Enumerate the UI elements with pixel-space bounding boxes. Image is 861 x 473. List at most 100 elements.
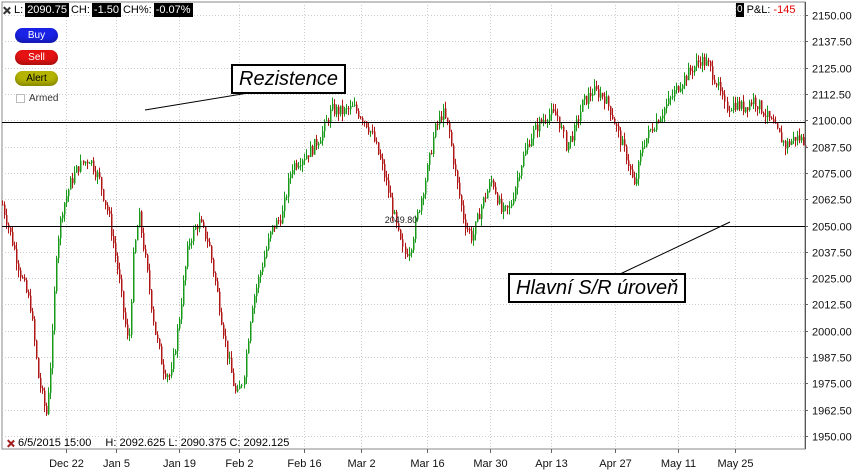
candle-body: [392, 197, 394, 215]
candle-body: [527, 144, 529, 150]
candle-body: [171, 369, 173, 376]
candle-body: [781, 132, 783, 143]
candle-body: [531, 138, 533, 147]
candle-body: [545, 120, 547, 122]
candle-body: [789, 141, 791, 145]
armed-checkbox[interactable]: [16, 94, 25, 103]
change-pct-label: CH%:: [122, 4, 152, 16]
candle-body: [533, 129, 535, 139]
candle-body: [445, 108, 447, 118]
candle-body: [501, 198, 503, 212]
candle-body: [183, 280, 185, 305]
candle-body: [346, 108, 348, 110]
candle-body: [757, 106, 759, 110]
candle-body: [109, 210, 111, 214]
candle-body: [217, 281, 219, 292]
candle-body: [181, 304, 183, 320]
candle-body: [743, 101, 745, 112]
candle-body: [308, 155, 310, 158]
close-icon[interactable]: [2, 6, 11, 15]
candle-body: [6, 215, 8, 225]
candle-body: [779, 128, 781, 133]
candle-body: [72, 178, 74, 184]
buy-button[interactable]: Buy: [15, 28, 58, 43]
candle-body: [268, 238, 270, 250]
x-tick-label: Feb 2: [225, 458, 253, 470]
candle-body: [366, 121, 368, 128]
candle-body: [612, 115, 614, 119]
candle-body: [266, 249, 268, 257]
candle-body: [761, 100, 763, 113]
candle-body: [566, 131, 568, 151]
close-info-icon[interactable]: [6, 439, 15, 448]
candle-body: [302, 160, 304, 166]
candle-body: [80, 160, 82, 172]
candle-body: [483, 197, 485, 207]
x-tick-label: May 11: [661, 458, 696, 470]
candle-body: [97, 172, 99, 178]
candle-body: [149, 270, 151, 291]
armed-toggle[interactable]: Armed: [16, 93, 58, 104]
candle-body: [274, 225, 276, 229]
candle-body: [219, 291, 221, 313]
candle-body: [588, 92, 590, 104]
candle-body: [453, 145, 455, 165]
candle-body: [636, 178, 638, 185]
candle-body: [213, 259, 215, 274]
candle-body: [598, 89, 600, 98]
candle-body: [10, 227, 12, 233]
candle-body: [380, 154, 382, 159]
candle-body: [360, 117, 362, 119]
x-tick-label: Jan 19: [163, 458, 196, 470]
candle-body: [38, 357, 40, 379]
candle-body: [179, 319, 181, 329]
candle-body: [553, 109, 555, 112]
candlestick-series: [2, 52, 807, 417]
candle-body: [578, 119, 580, 121]
candle-body: [348, 108, 350, 110]
candle-body: [400, 229, 402, 240]
candle-body: [471, 230, 473, 241]
candle-body: [775, 122, 777, 124]
candle-body: [664, 108, 666, 116]
y-tick-label: 2087.50: [812, 143, 852, 155]
candle-body: [340, 105, 342, 115]
candle-body: [163, 364, 165, 374]
candle-body: [415, 219, 417, 239]
candle-body: [457, 170, 459, 183]
candle-body: [509, 206, 511, 208]
candle-body: [648, 129, 650, 139]
alert-button[interactable]: Alert: [15, 71, 58, 86]
candle-body: [205, 226, 207, 239]
candle-body: [332, 104, 334, 110]
candle-body: [521, 166, 523, 176]
candle-body: [710, 61, 712, 67]
candle-body: [44, 390, 46, 406]
pl-display: 0 P&L: -145: [736, 3, 795, 17]
candle-body: [785, 141, 787, 149]
candle-body: [229, 357, 231, 359]
candle-body: [604, 96, 606, 104]
candle-body: [233, 372, 235, 386]
candle-body: [374, 131, 376, 142]
candle-body: [320, 140, 322, 144]
candle-body: [46, 405, 48, 415]
candle-body: [465, 219, 467, 229]
candle-body: [507, 205, 509, 208]
candle-body: [572, 136, 574, 141]
candle-body: [235, 385, 237, 392]
candle-body: [451, 131, 453, 146]
candle-body: [314, 138, 316, 155]
candle-body: [720, 81, 722, 92]
candle-body: [616, 124, 618, 126]
candle-body: [624, 139, 626, 147]
axes: 1950.00 1962.50 1975.00 1987.50 2000.00 2012.…: [49, 2, 852, 470]
sell-button[interactable]: Sell: [15, 50, 58, 65]
candle-body: [113, 235, 115, 244]
candle-body: [147, 254, 149, 271]
change-value: -1.50: [91, 3, 121, 17]
candle-body: [145, 249, 147, 255]
candle-body: [747, 107, 749, 111]
candle-body: [439, 116, 441, 125]
